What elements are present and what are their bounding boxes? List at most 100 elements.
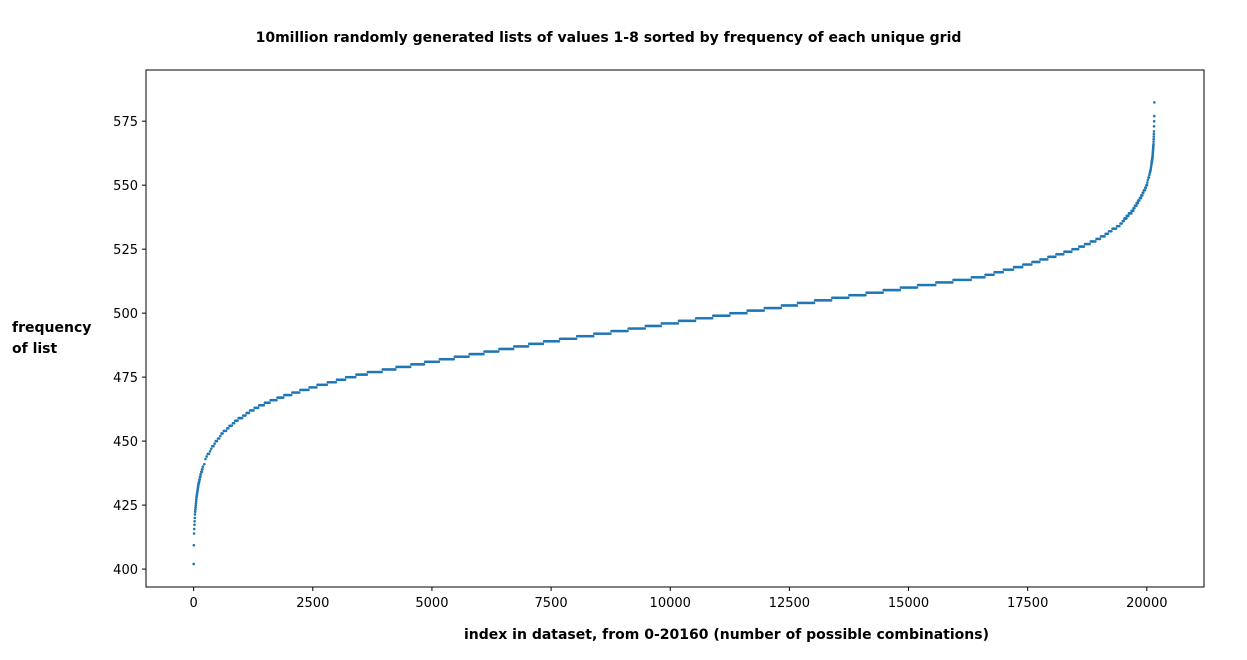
data-point: [343, 378, 347, 381]
data-point: [574, 337, 578, 341]
data-point: [609, 332, 612, 335]
data-point: [205, 455, 208, 458]
data-point: [315, 386, 318, 389]
data-point: [864, 293, 867, 297]
data-point: [1082, 245, 1086, 248]
data-point: [1143, 188, 1147, 192]
data-point: [1152, 137, 1155, 141]
data-point: [626, 329, 629, 333]
data-point: [795, 304, 799, 307]
data-point: [334, 380, 338, 384]
data-point: [1145, 183, 1149, 187]
data-point: [496, 350, 500, 353]
data-point: [289, 393, 293, 397]
data-point: [1029, 263, 1033, 266]
data-point: [217, 437, 221, 440]
data-point: [915, 286, 919, 289]
data-point: [1120, 222, 1123, 225]
y-axis-ticks: 400 425 450 475 500 525 550 575: [113, 115, 146, 578]
data-point: [193, 516, 197, 520]
data-point: [1152, 142, 1155, 146]
data-point: [201, 467, 204, 471]
data-point: [240, 416, 244, 420]
data-point: [192, 532, 196, 535]
data-point: [1141, 191, 1145, 195]
data-point: [193, 510, 197, 514]
data-point: [195, 498, 198, 501]
data-point: [762, 309, 765, 312]
data-point: [659, 324, 662, 328]
x-tick-label: 12500: [769, 596, 810, 611]
data-point: [1145, 181, 1149, 184]
data-point: [203, 462, 206, 466]
data-point: [728, 314, 731, 318]
data-point: [227, 427, 230, 430]
data-point: [1135, 204, 1138, 207]
data-point: [268, 401, 271, 405]
data-point: [1122, 219, 1126, 223]
data-point: [693, 319, 697, 323]
y-tick-label: 450: [113, 435, 138, 450]
data-point: [1152, 114, 1156, 118]
data-point: [1152, 135, 1156, 138]
data-point: [1127, 214, 1130, 218]
data-point: [1038, 260, 1041, 264]
data-point: [1149, 164, 1153, 167]
data-point: [1146, 178, 1150, 182]
data-point: [252, 409, 255, 412]
data-point: [983, 276, 986, 279]
data-point: [1152, 119, 1156, 123]
data-point: [557, 340, 561, 343]
data-point: [1125, 217, 1128, 220]
data-point: [193, 520, 196, 523]
data-point: [511, 347, 515, 351]
data-point: [256, 406, 260, 410]
data-point: [643, 327, 646, 330]
data-point: [209, 447, 213, 451]
data-point: [1147, 176, 1151, 179]
data-point: [213, 442, 216, 445]
data-point: [1001, 270, 1004, 274]
data-points: [192, 101, 1156, 566]
data-point: [467, 355, 470, 358]
x-tick-label: 20000: [1126, 596, 1167, 611]
data-point: [365, 373, 369, 376]
x-tick-label: 5000: [415, 596, 448, 611]
data-point: [1144, 186, 1148, 190]
y-tick-label: 400: [113, 563, 138, 578]
data-point: [541, 342, 545, 346]
plot-frame: [145, 69, 1205, 588]
data-point: [526, 345, 530, 348]
data-point: [1062, 252, 1065, 256]
y-tick-label: 475: [113, 371, 138, 386]
data-point: [325, 383, 329, 387]
data-point: [1153, 101, 1156, 104]
data-point: [846, 296, 850, 300]
data-point: [1139, 196, 1143, 200]
data-point: [1152, 132, 1156, 136]
data-point: [194, 504, 198, 507]
data-point: [275, 398, 278, 402]
data-point: [881, 291, 884, 294]
data-point: [1118, 224, 1121, 228]
data-point: [1137, 199, 1141, 202]
data-point: [192, 543, 196, 547]
data-point: [247, 411, 251, 415]
data-point: [244, 414, 247, 417]
chart-title: 10million randomly generated lists of va…: [255, 30, 962, 46]
data-point: [236, 419, 239, 422]
x-tick-label: 15000: [888, 596, 929, 611]
x-axis-ticks: 0 2500 5000 7500 10000 12500 15000 17500 20000: [190, 587, 1167, 611]
data-point: [192, 562, 195, 566]
data-point: [812, 301, 816, 305]
x-axis-label: index in dataset, from 0-20160 (number o…: [464, 627, 989, 643]
data-point: [354, 375, 357, 379]
data-point: [992, 273, 995, 277]
data-point: [192, 527, 196, 531]
data-point: [1129, 212, 1133, 215]
data-point: [230, 424, 234, 428]
data-point: [281, 396, 285, 399]
data-point: [194, 500, 198, 503]
data-point: [215, 439, 219, 443]
